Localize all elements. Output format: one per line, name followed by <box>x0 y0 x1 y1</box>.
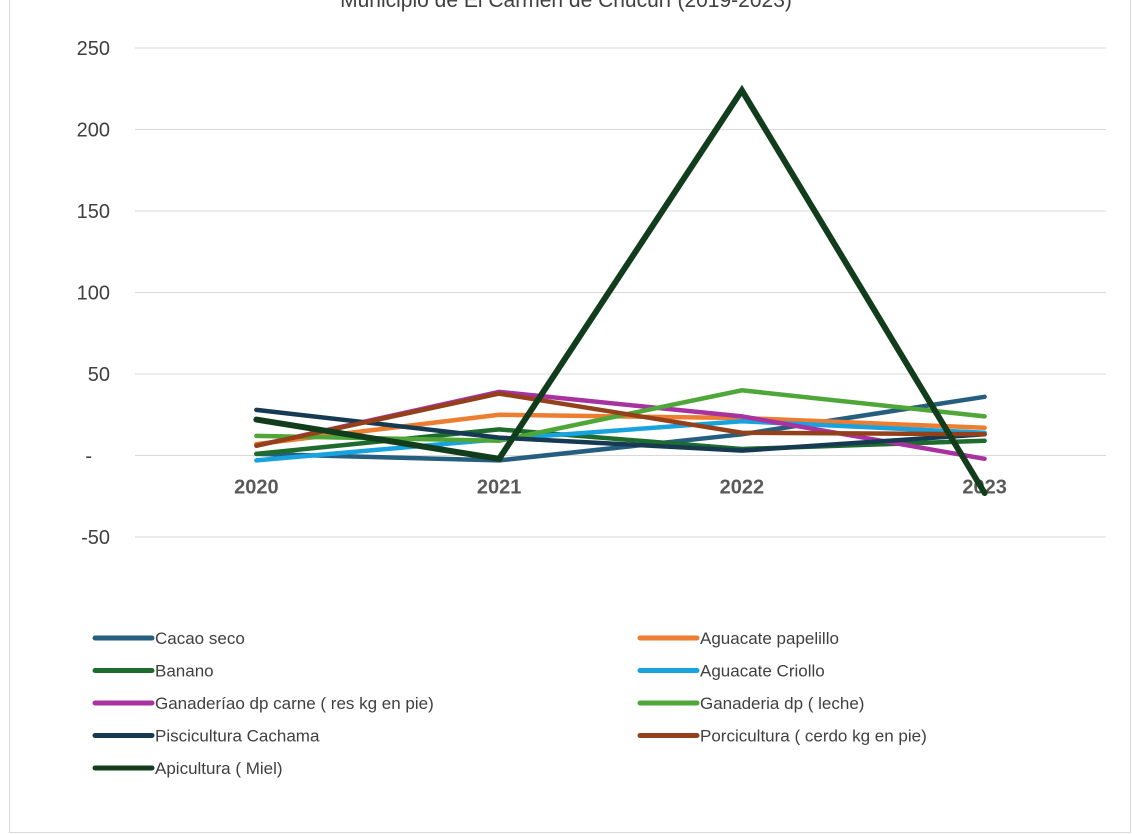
legend-label: Cacao seco <box>155 629 245 648</box>
series-line-6 <box>254 407 987 453</box>
x-tick-label: 2021 <box>477 477 522 499</box>
x-tick-label: 2022 <box>720 477 765 499</box>
y-tick-label: 100 <box>77 283 110 305</box>
y-tick-label: 200 <box>77 120 110 142</box>
x-axis-tick-labels: 2020 2021 2022 2023 <box>234 477 1007 499</box>
y-axis-tick-labels: 250 200 150 100 50 - -50 <box>77 38 110 549</box>
x-tick-label: 2020 <box>234 477 279 499</box>
y-tick-label: 150 <box>77 201 110 223</box>
legend-label: Aguacate Criollo <box>700 662 825 681</box>
y-tick-label: 50 <box>88 364 110 386</box>
y-tick-label: -50 <box>81 527 110 549</box>
series-lines <box>253 84 988 496</box>
legend-label: Ganaderíao dp carne ( res kg en pie) <box>155 694 434 713</box>
legend-label: Porcicultura ( cerdo kg en pie) <box>700 727 927 746</box>
gridlines <box>135 47 1106 538</box>
legend-label: Apicultura ( Miel) <box>155 759 283 778</box>
series-line-0 <box>254 394 987 463</box>
legend-label: Banano <box>155 662 214 681</box>
legend-label: Aguacate papelillo <box>700 629 839 648</box>
y-tick-label: - <box>85 446 92 468</box>
legend-label: Ganaderia dp ( leche) <box>700 694 864 713</box>
series-line-7 <box>254 391 987 448</box>
y-tick-label: 250 <box>77 38 110 60</box>
legend: Cacao seco Aguacate papelillo Banano Aguaca… <box>92 629 927 778</box>
series-line-8 <box>253 84 988 496</box>
series-line-3 <box>254 419 987 463</box>
chart-title: Municipio de El Carmen de Chucurí (2019-… <box>340 0 792 12</box>
legend-label: Piscicultura Cachama <box>155 727 320 746</box>
